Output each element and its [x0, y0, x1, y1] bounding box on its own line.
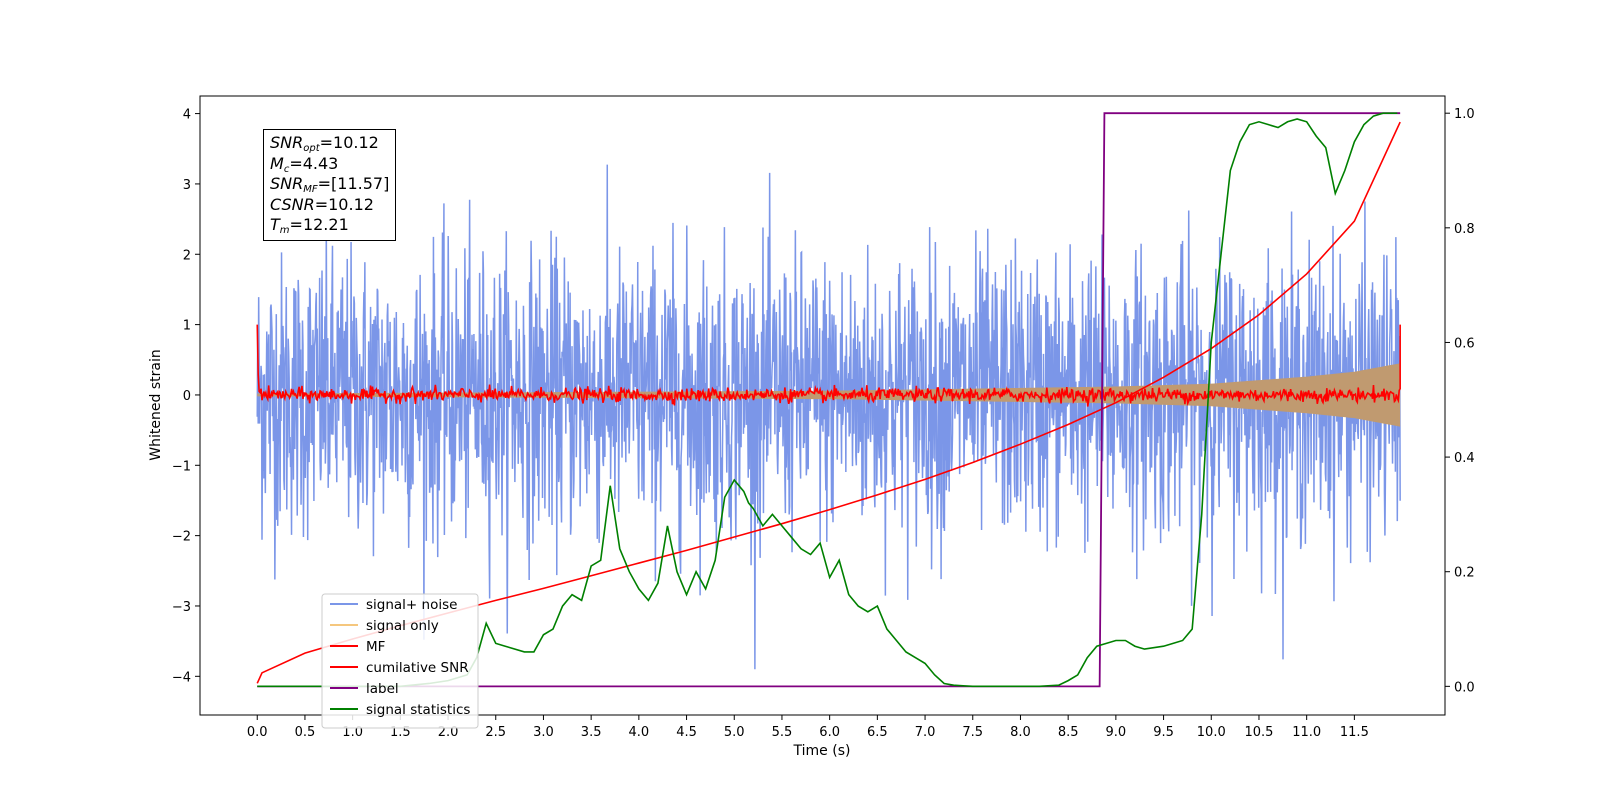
chirp-mass-value: =4.43	[289, 153, 339, 173]
y-axis-right: 1.0 0.8 0.6 0.4 0.2 0.0	[1445, 107, 1475, 695]
x-tick-label: 11.0	[1292, 725, 1321, 740]
snr-mf-value: =[11.57]	[317, 174, 390, 193]
series-label	[257, 112, 1401, 688]
stats-annotation: SNRopt=10.12 Mc=4.43 SNRMF=[11.57] CSNR=…	[263, 129, 397, 241]
x-tick-label: 1.0	[342, 725, 363, 740]
x-tick-label: 10.5	[1244, 725, 1273, 740]
x-tick-label: 5.0	[724, 725, 745, 740]
x-tick-label: 7.5	[962, 725, 983, 740]
y-tick-label: 1	[183, 319, 191, 334]
y2-tick-label: 0.0	[1454, 680, 1475, 695]
series-mf	[256, 324, 1401, 407]
snr-opt-value: =10.12	[319, 133, 379, 152]
x-tick-label: 6.0	[819, 725, 840, 740]
y-tick-label: −3	[172, 600, 191, 615]
y-axis-label: Whitened strain	[148, 349, 164, 460]
x-tick-label: 9.0	[1106, 725, 1127, 740]
x-tick-label: 8.0	[1010, 725, 1031, 740]
y2-tick-label: 0.2	[1454, 566, 1475, 581]
x-tick-label: 6.5	[867, 725, 888, 740]
x-tick-label: 8.5	[1058, 725, 1079, 740]
x-axis: 0.0 0.5 1.0 1.5 2.0 2.5 3.0 3.5 4.0 4.5 5.0 5.5 6.0 6…	[247, 715, 1369, 740]
plot-frame	[199, 95, 1446, 716]
csnr-value: =10.12	[314, 194, 374, 214]
x-tick-label: 7.0	[915, 725, 936, 740]
x-axis-label: Time (s)	[793, 743, 851, 759]
x-tick-label: 5.5	[772, 725, 793, 740]
y-tick-label: 4	[183, 108, 191, 123]
snr-mf-line: SNRMF=[11.57]	[270, 174, 390, 195]
x-tick-label: 2.0	[438, 725, 459, 740]
series-signal-statistics	[257, 112, 1398, 688]
x-tick-label: 3.0	[533, 725, 554, 740]
series-signal-noise	[256, 164, 1401, 670]
legend-label: MF	[366, 639, 385, 655]
tm-line: Tm=12.21	[270, 215, 349, 236]
y-tick-label: −2	[172, 530, 191, 545]
x-tick-label: 10.0	[1197, 725, 1226, 740]
x-tick-label: 11.5	[1340, 725, 1369, 740]
snr-opt-line: SNRopt=10.12	[270, 133, 379, 154]
csnr-line: CSNR=10.12	[270, 194, 374, 214]
y-tick-label: −4	[172, 670, 191, 685]
y-tick-label: 2	[183, 248, 191, 263]
legend-label: cumilative SNR	[366, 660, 469, 676]
y2-tick-label: 0.6	[1454, 336, 1475, 351]
y2-tick-label: 0.8	[1454, 222, 1475, 237]
y-tick-label: −1	[172, 459, 191, 474]
x-tick-label: 4.0	[629, 725, 650, 740]
tm-value: =12.21	[289, 215, 349, 234]
x-tick-label: 1.5	[390, 725, 411, 740]
chirp-mass-line: Mc=4.43	[270, 153, 339, 175]
legend: signal+ noise signal only MF cumilative SNR…	[321, 593, 479, 729]
y-axis-left: 4 3 2 1 0 −1 −2 −3 −4	[172, 108, 200, 685]
x-tick-label: 2.5	[485, 725, 506, 740]
legend-label: signal statistics	[366, 702, 470, 718]
y2-tick-label: 0.4	[1454, 451, 1475, 466]
legend-box	[321, 593, 479, 729]
legend-label: signal+ noise	[366, 597, 457, 613]
y-tick-label: 3	[183, 178, 191, 193]
legend-label: signal only	[366, 618, 439, 634]
x-tick-label: 0.0	[247, 725, 268, 740]
x-tick-label: 3.5	[581, 725, 602, 740]
legend-label: label	[366, 681, 399, 697]
y2-tick-label: 1.0	[1454, 107, 1475, 122]
y-tick-label: 0	[183, 389, 191, 404]
x-tick-label: 9.5	[1153, 725, 1174, 740]
x-tick-label: 4.5	[676, 725, 697, 740]
x-tick-label: 0.5	[295, 725, 316, 740]
